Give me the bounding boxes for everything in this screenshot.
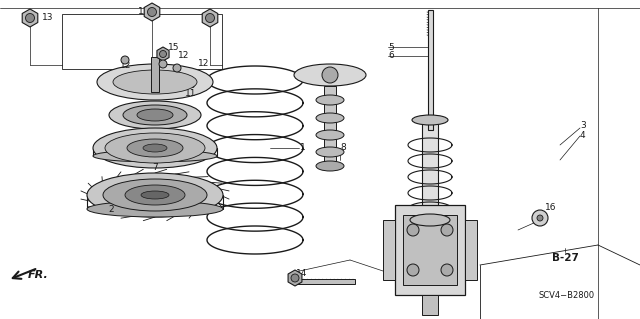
Text: 3: 3 xyxy=(580,122,586,130)
Ellipse shape xyxy=(294,64,366,86)
Ellipse shape xyxy=(93,150,217,162)
Circle shape xyxy=(532,210,548,226)
Polygon shape xyxy=(157,47,169,61)
Ellipse shape xyxy=(316,147,344,157)
Ellipse shape xyxy=(125,185,185,205)
Ellipse shape xyxy=(316,113,344,123)
Text: 2: 2 xyxy=(108,205,114,214)
Ellipse shape xyxy=(316,95,344,105)
Text: 12: 12 xyxy=(198,58,209,68)
Circle shape xyxy=(205,13,214,23)
Ellipse shape xyxy=(123,105,187,125)
Polygon shape xyxy=(288,270,302,286)
Bar xyxy=(422,295,438,315)
Circle shape xyxy=(159,50,166,57)
Polygon shape xyxy=(144,3,160,21)
Circle shape xyxy=(291,274,299,282)
Polygon shape xyxy=(22,9,38,27)
Text: 13: 13 xyxy=(206,13,218,23)
Ellipse shape xyxy=(97,64,213,100)
Circle shape xyxy=(26,13,35,23)
Bar xyxy=(428,10,433,130)
Ellipse shape xyxy=(87,173,223,217)
Ellipse shape xyxy=(316,161,344,171)
Text: 7: 7 xyxy=(152,162,157,172)
Circle shape xyxy=(322,67,338,83)
Text: 11: 11 xyxy=(185,88,196,98)
Text: 15: 15 xyxy=(168,42,179,51)
Ellipse shape xyxy=(103,179,207,211)
Bar xyxy=(383,220,395,280)
Text: 1: 1 xyxy=(300,144,306,152)
Circle shape xyxy=(159,60,167,68)
Text: SCV4−B2800: SCV4−B2800 xyxy=(539,291,595,300)
Text: 8: 8 xyxy=(340,144,346,152)
Ellipse shape xyxy=(87,201,223,217)
Ellipse shape xyxy=(412,115,448,125)
Circle shape xyxy=(407,264,419,276)
Circle shape xyxy=(173,64,181,72)
Text: FR.: FR. xyxy=(28,270,49,280)
Ellipse shape xyxy=(141,191,169,199)
Circle shape xyxy=(441,224,453,236)
Ellipse shape xyxy=(316,130,344,140)
Text: 12: 12 xyxy=(120,61,131,70)
Text: 12: 12 xyxy=(178,50,189,60)
Text: 9: 9 xyxy=(163,132,169,142)
Text: 16: 16 xyxy=(545,204,557,212)
Circle shape xyxy=(147,8,157,17)
Ellipse shape xyxy=(127,139,183,157)
Bar xyxy=(465,220,477,280)
Bar xyxy=(422,120,438,220)
Text: B-27: B-27 xyxy=(552,253,579,263)
Bar xyxy=(151,57,159,92)
Text: 13: 13 xyxy=(42,13,54,23)
Text: 4: 4 xyxy=(580,130,586,139)
Circle shape xyxy=(537,215,543,221)
Bar xyxy=(403,215,457,285)
Ellipse shape xyxy=(137,109,173,121)
Ellipse shape xyxy=(105,133,205,163)
Text: 13: 13 xyxy=(138,8,150,17)
Ellipse shape xyxy=(410,214,450,226)
Bar xyxy=(324,86,336,166)
Circle shape xyxy=(407,224,419,236)
Text: 10: 10 xyxy=(185,80,196,90)
Circle shape xyxy=(121,56,129,64)
Polygon shape xyxy=(202,9,218,27)
Bar xyxy=(395,205,465,295)
Bar xyxy=(62,14,222,69)
Ellipse shape xyxy=(93,128,217,168)
Ellipse shape xyxy=(143,144,167,152)
Bar xyxy=(416,220,444,280)
Ellipse shape xyxy=(109,101,201,129)
Text: 5: 5 xyxy=(388,42,394,51)
Bar xyxy=(295,279,355,284)
Circle shape xyxy=(441,264,453,276)
Text: 6: 6 xyxy=(388,51,394,61)
Ellipse shape xyxy=(113,70,197,94)
Text: 14: 14 xyxy=(296,270,307,278)
